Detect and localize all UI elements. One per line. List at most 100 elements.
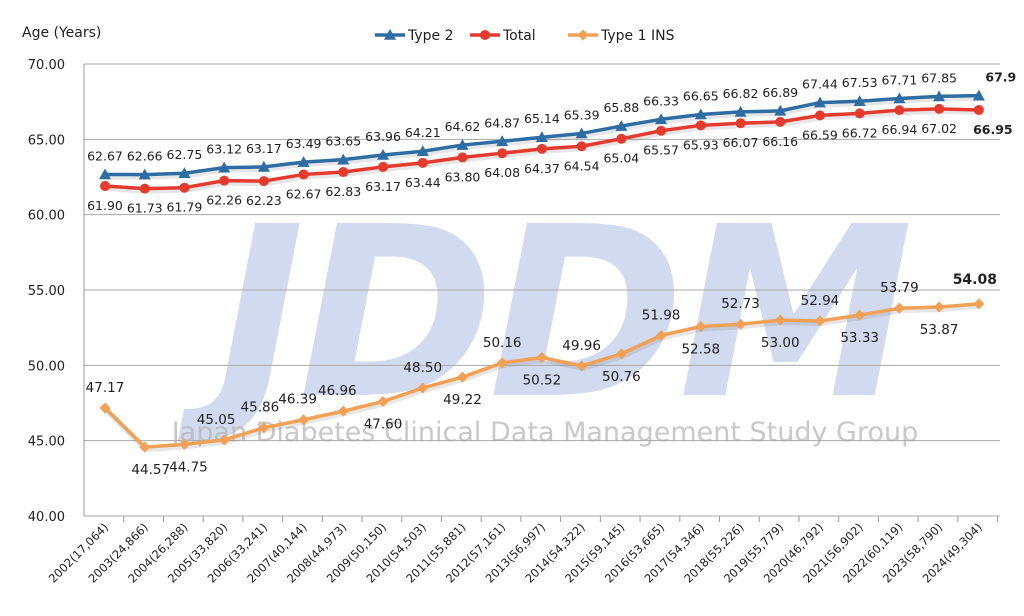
data-point: [853, 95, 866, 107]
type2-data-label: 62.67: [87, 148, 123, 163]
y-tick-label: 55.00: [28, 284, 65, 299]
data-point: [377, 149, 390, 160]
data-point: [298, 169, 309, 180]
legend-item: Total: [470, 28, 536, 44]
data-point: [735, 118, 746, 129]
type1-data-label: 46.39: [278, 392, 317, 408]
data-point: [616, 133, 627, 144]
total-data-label: 62.83: [325, 184, 361, 199]
total-data-label: 64.54: [564, 158, 600, 173]
type1-data-label: 49.22: [443, 392, 482, 408]
type1-data-label: 54.08: [953, 272, 997, 288]
watermark-logo: JDDM: [177, 176, 909, 451]
data-point: [695, 120, 706, 131]
total-data-label: 62.23: [246, 193, 282, 208]
total-data-label: 67.02: [921, 121, 957, 136]
type2-data-label: 62.75: [167, 147, 203, 162]
total-data-label: 61.90: [87, 198, 123, 213]
data-point: [178, 438, 190, 450]
data-point: [576, 141, 587, 152]
type2-data-label: 67.85: [921, 70, 957, 85]
total-data-label: 62.67: [286, 186, 322, 201]
data-point: [535, 131, 548, 143]
type2-data-label: 67.53: [842, 75, 878, 90]
data-point: [218, 161, 231, 173]
data-point: [934, 103, 945, 114]
type1-data-label: 51.98: [642, 308, 681, 324]
data-point: [496, 135, 509, 147]
data-point: [338, 167, 349, 178]
data-labels: 62.67 62.66 62.75 63.12 63.17 63.49 63.65 63.96…: [86, 70, 1017, 479]
data-point: [100, 181, 110, 192]
data-point: [735, 318, 747, 330]
type2-data-label: 66.82: [723, 86, 759, 101]
data-point: [456, 139, 469, 150]
type2-data-label: 63.17: [246, 141, 282, 156]
total-data-label: 66.59: [802, 127, 838, 142]
type1-data-label: 47.60: [364, 416, 403, 432]
type2-data-label: 62.66: [127, 149, 163, 164]
total-data-label: 64.08: [484, 165, 520, 180]
data-point: [655, 113, 668, 125]
type2-data-label: 65.39: [564, 107, 600, 122]
type2-data-label: 65.14: [524, 111, 560, 126]
data-point: [814, 110, 825, 121]
data-point: [337, 153, 350, 165]
data-point: [457, 152, 468, 163]
type1-data-label: 50.16: [483, 335, 522, 351]
data-point: [694, 108, 707, 120]
data-point: [814, 315, 826, 327]
data-point: [99, 168, 111, 180]
data-point: [575, 127, 588, 139]
total-data-label: 64.37: [524, 161, 560, 176]
data-point: [536, 351, 548, 363]
legend-swatch-marker: [577, 29, 589, 41]
data-point: [972, 89, 985, 101]
data-point: [894, 105, 905, 116]
total-data-label: 61.79: [167, 200, 203, 215]
legend-swatch-marker: [384, 29, 396, 40]
data-point: [258, 176, 269, 187]
data-point: [656, 125, 667, 136]
data-point: [813, 96, 826, 108]
data-point: [99, 402, 111, 414]
y-tick-label: 70.00: [28, 58, 65, 73]
type1-data-label: 53.33: [840, 330, 879, 346]
total-data-label: 66.94: [882, 122, 918, 137]
series-total: [100, 103, 984, 194]
data-point: [497, 148, 508, 159]
data-point: [615, 120, 628, 131]
legend-item: Type 1 INS: [568, 28, 675, 44]
data-point: [536, 143, 547, 154]
type2-data-label: 66.65: [683, 88, 719, 103]
total-data-label: 62.26: [206, 193, 242, 208]
type2-data-label: 63.96: [365, 129, 401, 144]
type1-data-label: 44.57: [131, 462, 170, 478]
watermark-text: Japan Diabetes Clinical Data Management …: [170, 417, 919, 448]
type1-data-label: 50.76: [602, 369, 641, 385]
data-point: [218, 434, 230, 446]
data-point: [139, 183, 150, 194]
data-point: [219, 175, 230, 186]
data-point: [973, 298, 985, 310]
type1-data-label: 48.50: [403, 360, 442, 376]
total-data-label: 61.73: [127, 201, 163, 216]
type2-data-label: 67.44: [802, 77, 838, 92]
type2-data-label: 64.62: [445, 119, 481, 134]
data-point: [854, 108, 865, 119]
type1-data-label: 52.58: [681, 341, 720, 357]
total-data-label: 65.93: [683, 137, 719, 152]
total-data-label: 66.07: [723, 135, 759, 150]
data-point: [734, 105, 747, 117]
type1-data-label: 53.79: [880, 280, 919, 296]
type2-data-label: 66.33: [643, 93, 679, 108]
type1-data-label: 52.94: [801, 293, 840, 309]
type2-data-label: 67.9: [985, 70, 1016, 85]
data-point: [973, 104, 984, 115]
data-point: [775, 116, 786, 127]
type2-data-label: 63.49: [286, 136, 322, 151]
data-point: [615, 348, 627, 360]
data-point: [297, 156, 310, 167]
